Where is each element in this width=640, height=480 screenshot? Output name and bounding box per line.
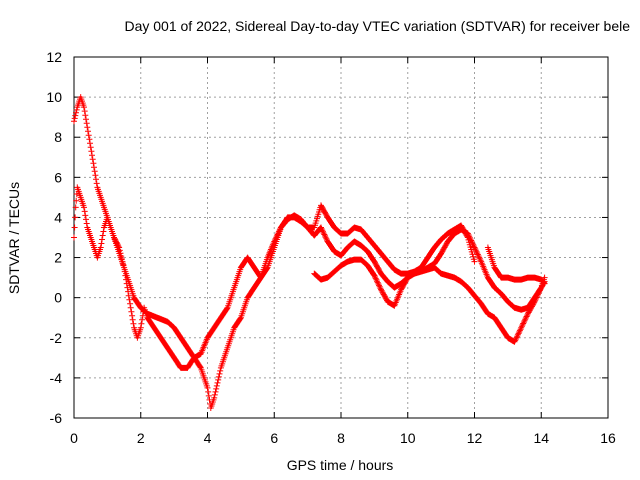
y-tick-label: 8 [54,129,62,145]
y-tick-label: 0 [54,290,62,306]
y-tick-label: 2 [54,250,62,266]
x-tick-label: 2 [137,430,145,446]
x-axis-title: GPS time / hours [287,457,394,473]
x-tick-label: 14 [533,430,549,446]
chart-title: Day 001 of 2022, Sidereal Day-to-day VTE… [124,18,630,34]
x-tick-label: 8 [337,430,345,446]
y-tick-label: 10 [46,89,62,105]
x-tick-label: 6 [270,430,278,446]
y-tick-label: -2 [50,330,63,346]
x-tick-label: 16 [600,430,616,446]
x-tick-label: 4 [204,430,212,446]
y-axis-title: SDTVAR / TECUs [6,182,22,294]
grid [74,57,608,418]
data-series [71,94,548,411]
y-tick-label: 12 [46,49,62,65]
y-tick-label: 4 [54,209,62,225]
x-tick-label: 0 [70,430,78,446]
axis-ticks: 0 2 4 6 8 10 12 14 16 -6 -4 -2 0 2 4 6 8 10 12 [46,49,616,446]
y-tick-label: -4 [50,370,63,386]
scatter-points [71,94,548,411]
x-tick-label: 12 [467,430,483,446]
y-tick-label: 6 [54,169,62,185]
x-tick-label: 10 [400,430,416,446]
y-tick-label: -6 [50,410,63,426]
